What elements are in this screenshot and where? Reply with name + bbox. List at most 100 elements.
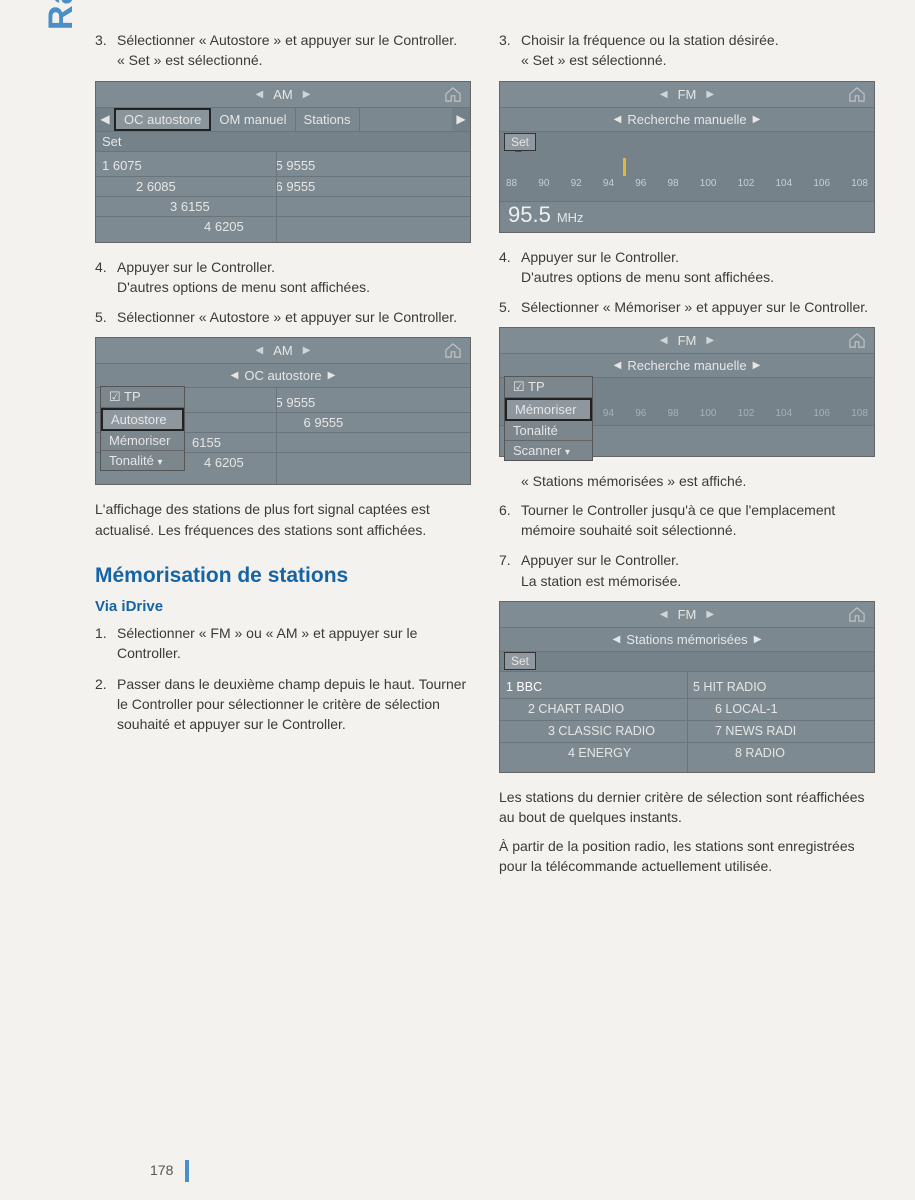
- nav-left-icon[interactable]: ◀: [660, 609, 668, 620]
- station-cell[interactable]: 7 NEWS RADI: [687, 724, 874, 738]
- checkbox-icon: ☑: [513, 379, 528, 394]
- tab-stations[interactable]: Stations: [296, 108, 360, 131]
- nav-right-icon[interactable]: ▶: [328, 370, 336, 381]
- list-cell[interactable]: 2 6085: [96, 179, 276, 194]
- nav-left-icon[interactable]: ◀: [231, 370, 239, 381]
- station-cell[interactable]: 8 RADIO: [687, 746, 874, 760]
- left-column: 3.Sélectionner « Autostore » et appuyer …: [95, 30, 471, 884]
- station-cell[interactable]: 5 HIT RADIO: [687, 680, 874, 694]
- idrive-screen-fm-stations: ◀ FM ▶ ◀ Stations mémorisées ▶ Set 1 BBC…: [499, 601, 875, 773]
- home-icon[interactable]: [848, 332, 866, 348]
- frequency-unit: MHz: [557, 210, 584, 228]
- step-text: Appuyer sur le Controller. D'autres opti…: [521, 247, 875, 288]
- popup-menu: ☑ TP Autostore Mémoriser Tonalité ▾: [100, 386, 185, 471]
- tab-om-manuel[interactable]: OM manuel: [211, 108, 295, 131]
- sub-heading: Via iDrive: [95, 598, 471, 615]
- nav-left-icon[interactable]: ◀: [614, 360, 622, 371]
- station-cell[interactable]: 1 BBC: [500, 680, 687, 694]
- list-cell[interactable]: 3 6155: [96, 199, 276, 214]
- paragraph: Les stations du dernier critère de sélec…: [499, 787, 875, 828]
- menu-item-memoriser[interactable]: Mémoriser: [101, 431, 184, 451]
- menu-item-tp[interactable]: ☑ TP: [101, 387, 184, 408]
- nav-right-icon[interactable]: ▶: [753, 114, 761, 125]
- step-number: 5.: [499, 297, 521, 317]
- page-accent-bar: [185, 1160, 189, 1182]
- nav-right-icon[interactable]: ▶: [706, 609, 714, 620]
- step-text: Sélectionner « Autostore » et appuyer su…: [117, 30, 471, 71]
- menu-item-tonalite[interactable]: Tonalité: [505, 421, 592, 441]
- step-number: 4.: [95, 257, 117, 298]
- dial-marker: [623, 158, 626, 176]
- frequency-dial[interactable]: 889092949698100102104106108: [500, 152, 874, 202]
- paragraph: À partir de la position radio, les stati…: [499, 836, 875, 877]
- band-label: AM: [273, 343, 293, 358]
- station-cell[interactable]: 6 LOCAL-1: [687, 702, 874, 716]
- home-icon[interactable]: [848, 606, 866, 622]
- nav-left-icon[interactable]: ◀: [660, 89, 668, 100]
- right-column: 3.Choisir la fréquence ou la station dés…: [499, 30, 875, 884]
- nav-left-icon[interactable]: ◀: [256, 89, 264, 100]
- station-cell[interactable]: 4 ENERGY: [500, 746, 687, 760]
- list-cell[interactable]: 6 9555: [276, 179, 470, 194]
- nav-right-icon[interactable]: ▶: [303, 89, 311, 100]
- checkbox-icon: ☑: [109, 389, 124, 404]
- nav-right-icon[interactable]: ▶: [754, 634, 762, 645]
- menu-item-memoriser[interactable]: Mémoriser: [505, 398, 592, 421]
- nav-right-icon[interactable]: ▶: [706, 335, 714, 346]
- step-text: Appuyer sur le Controller. La station es…: [521, 550, 875, 591]
- tabs-right-icon[interactable]: ▶: [452, 108, 470, 131]
- step-text: Tourner le Controller jusqu'à ce que l'e…: [521, 500, 875, 541]
- station-cell[interactable]: 2 CHART RADIO: [500, 702, 687, 716]
- home-icon[interactable]: [444, 86, 462, 102]
- steps-list-a: 3.Choisir la fréquence ou la station dés…: [499, 30, 875, 71]
- step-number: 3.: [95, 30, 117, 71]
- paragraph: L'affichage des stations de plus fort si…: [95, 499, 471, 540]
- steps-list-b: 4.Appuyer sur le Controller. D'autres op…: [499, 247, 875, 318]
- station-cell[interactable]: 3 CLASSIC RADIO: [500, 724, 687, 738]
- nav-right-icon[interactable]: ▶: [753, 360, 761, 371]
- list-cell[interactable]: 4 6205: [96, 219, 276, 234]
- subbar-label: Recherche manuelle: [627, 358, 746, 373]
- menu-item-scanner[interactable]: Scanner ▾: [505, 441, 592, 460]
- nav-left-icon[interactable]: ◀: [613, 634, 621, 645]
- idrive-screen-fm-manual: ◀ FM ▶ ◀ Recherche manuelle ▶ Set 889092…: [499, 81, 875, 233]
- tabs-left-icon[interactable]: ◀: [96, 108, 114, 131]
- idrive-screen-am-menu: ◀ AM ▶ ◀ OC autostore ▶ 5 9555 6 9555 61…: [95, 337, 471, 485]
- step-text: Passer dans le deuxième champ depuis le …: [117, 674, 471, 735]
- subbar-label: Stations mémorisées: [626, 632, 747, 647]
- section-heading: Mémorisation de stations: [95, 564, 471, 588]
- set-box[interactable]: Set: [504, 133, 536, 151]
- set-box[interactable]: Set: [504, 652, 536, 670]
- home-icon[interactable]: [848, 86, 866, 102]
- list-cell[interactable]: 5 9555: [276, 395, 470, 410]
- menu-item-autostore[interactable]: Autostore: [101, 408, 184, 431]
- steps-list-c: 6.Tourner le Controller jusqu'à ce que l…: [499, 500, 875, 591]
- nav-right-icon[interactable]: ▶: [706, 89, 714, 100]
- subbar-label: OC autostore: [244, 368, 321, 383]
- band-label: FM: [678, 333, 697, 348]
- menu-item-tp[interactable]: ☑ TP: [505, 377, 592, 398]
- menu-item-tonalite[interactable]: Tonalité ▾: [101, 451, 184, 470]
- home-icon[interactable]: [444, 342, 462, 358]
- chevron-down-icon: ▾: [157, 457, 162, 468]
- nav-left-icon[interactable]: ◀: [256, 345, 264, 356]
- step-number: 4.: [499, 247, 521, 288]
- step-number: 6.: [499, 500, 521, 541]
- steps-list-b: 4.Appuyer sur le Controller. D'autres op…: [95, 257, 471, 328]
- stations-grid: 1 BBC5 HIT RADIO 2 CHART RADIO6 LOCAL-1 …: [500, 672, 874, 772]
- step-number: 2.: [95, 674, 117, 735]
- nav-left-icon[interactable]: ◀: [614, 114, 622, 125]
- chevron-down-icon: ▾: [565, 447, 570, 458]
- step-text: Sélectionner « Autostore » et appuyer su…: [117, 307, 471, 327]
- step-number: 5.: [95, 307, 117, 327]
- tab-row: ◀ OC autostore OM manuel Stations ▶: [96, 108, 470, 132]
- list-cell[interactable]: 1 6075: [96, 158, 276, 173]
- tab-oc-autostore[interactable]: OC autostore: [114, 108, 211, 131]
- list-cell[interactable]: 6 9555: [276, 415, 470, 430]
- step-number: 7.: [499, 550, 521, 591]
- list-cell[interactable]: 5 9555: [276, 158, 470, 173]
- nav-left-icon[interactable]: ◀: [660, 335, 668, 346]
- band-label: FM: [678, 87, 697, 102]
- step-text: Choisir la fréquence ou la station désir…: [521, 30, 875, 71]
- nav-right-icon[interactable]: ▶: [303, 345, 311, 356]
